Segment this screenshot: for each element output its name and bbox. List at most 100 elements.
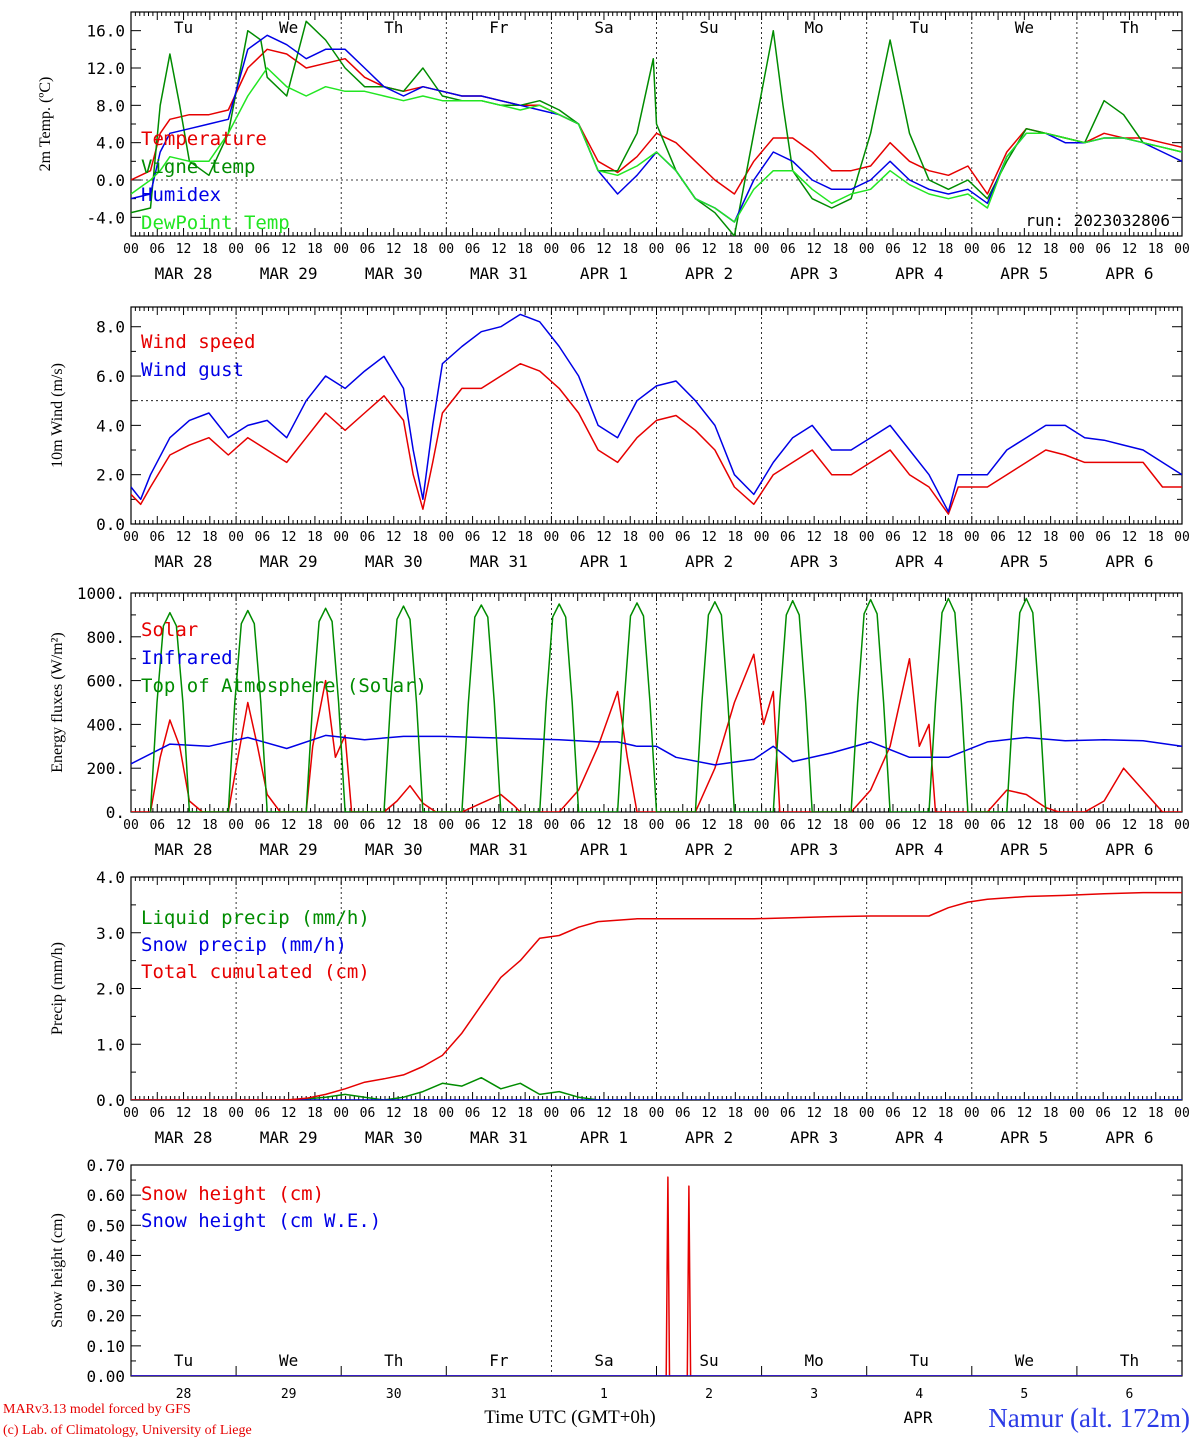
date-label: APR 3 [790, 1128, 838, 1147]
y-tick-label: 4.0 [96, 868, 125, 887]
date-label: MAR 29 [260, 1128, 318, 1147]
hour-label: 06 [885, 1106, 901, 1121]
hour-label: 12 [806, 242, 822, 257]
hour-label: 00 [1174, 818, 1190, 833]
legend-entry: Top of Atmosphere (Solar) [141, 675, 427, 697]
hour-label: 12 [1017, 818, 1033, 833]
hour-label: 12 [1122, 530, 1138, 545]
panel-5: 0.00 0.10 0.20 0.30 0.40 0.50 0.60 0.70 Snow hei… [49, 1156, 1183, 1402]
hour-label: 18 [727, 1106, 743, 1121]
hour-label: 06 [465, 1106, 481, 1121]
hour-label: 06 [885, 242, 901, 257]
y-tick-label: 0.30 [86, 1277, 125, 1296]
y-tick-label: 0.0 [96, 515, 125, 534]
hour-label: 12 [386, 242, 402, 257]
hour-label: 06 [570, 242, 586, 257]
y-tick-label: 0.0 [96, 171, 125, 190]
hour-label: 12 [1122, 1106, 1138, 1121]
hour-label: 18 [622, 818, 638, 833]
hour-label: 18 [202, 242, 218, 257]
date-label: MAR 31 [470, 264, 528, 283]
hour-label: 12 [806, 1106, 822, 1121]
hour-label: 18 [833, 242, 849, 257]
hour-label: 00 [649, 818, 665, 833]
hour-label: 18 [202, 1106, 218, 1121]
run-annotation: run: 2023032806 [1026, 211, 1171, 230]
hour-label: 00 [544, 242, 560, 257]
hour-label: 12 [1122, 242, 1138, 257]
date-label: MAR 31 [470, 1128, 528, 1147]
panel-4: 00 06 12 18 00 06 12 18 00 06 12 18 00 06 12 18 00 06 12 18… [49, 868, 1190, 1147]
legend-entry: Humidex [141, 184, 221, 206]
y-tick-label: 8.0 [96, 318, 125, 337]
figure-footer: MARv3.13 model forced by GFS (c) Lab. of… [3, 1402, 1190, 1438]
y-axis-label: Energy fluxes (W/m²) [49, 632, 66, 772]
day-name-label: Tu [910, 18, 929, 37]
date-label: MAR 30 [365, 264, 423, 283]
date-label: APR 1 [580, 264, 628, 283]
date-label: APR 1 [580, 552, 628, 571]
hour-label: 18 [202, 530, 218, 545]
date-label: MAR 29 [260, 840, 318, 859]
hour-label: 12 [1017, 1106, 1033, 1121]
hour-label: 00 [1174, 242, 1190, 257]
hour-label: 18 [202, 818, 218, 833]
hour-label: 06 [990, 1106, 1006, 1121]
x-axis-title: Time UTC (GMT+0h) [484, 1407, 656, 1428]
day-number-label: 31 [491, 1387, 507, 1402]
hour-label: 18 [1148, 1106, 1164, 1121]
legend-entry: Liquid precip (mm/h) [141, 907, 370, 929]
y-tick-label: 3.0 [96, 924, 125, 943]
hour-label: 12 [281, 1106, 297, 1121]
date-label: MAR 30 [365, 840, 423, 859]
hour-label: 00 [228, 242, 244, 257]
legend-entry: Vigne temp [141, 156, 255, 178]
hour-label: 00 [438, 818, 454, 833]
date-label: APR 1 [580, 840, 628, 859]
hour-label: 12 [701, 1106, 717, 1121]
hour-label: 18 [833, 818, 849, 833]
y-tick-label: 1000. [77, 584, 125, 603]
hour-label: 18 [412, 242, 428, 257]
series-line-total-cumulated-cm- [131, 891, 1182, 1100]
hour-label: 00 [754, 530, 770, 545]
y-axis-label: Precip (mm/h) [49, 942, 66, 1035]
hour-label: 18 [412, 1106, 428, 1121]
hour-label: 00 [754, 818, 770, 833]
hour-label: 06 [465, 242, 481, 257]
y-tick-label: 200. [86, 759, 125, 778]
hour-label: 00 [964, 242, 980, 257]
day-number-label: 1 [600, 1387, 608, 1402]
day-name-label: Mo [805, 1351, 824, 1370]
date-label: MAR 31 [470, 552, 528, 571]
hour-label: 12 [701, 530, 717, 545]
station-label: Namur (alt. 172m) [988, 1403, 1190, 1433]
date-label: APR 5 [1000, 552, 1048, 571]
hour-label: 06 [1095, 818, 1111, 833]
hour-label: 00 [754, 242, 770, 257]
hour-label: 06 [255, 242, 271, 257]
hour-label: 12 [911, 242, 927, 257]
hour-label: 18 [307, 818, 323, 833]
day-name-label: We [279, 18, 298, 37]
hour-label: 12 [491, 242, 507, 257]
hour-label: 12 [491, 530, 507, 545]
hour-label: 00 [1069, 1106, 1085, 1121]
date-label: MAR 28 [155, 552, 213, 571]
y-tick-label: 12.0 [86, 59, 125, 78]
hour-label: 00 [123, 1106, 139, 1121]
hour-label: 00 [438, 1106, 454, 1121]
hour-label: 00 [228, 530, 244, 545]
date-label: APR 5 [1000, 264, 1048, 283]
date-label: MAR 29 [260, 264, 318, 283]
hour-label: 18 [727, 530, 743, 545]
hour-label: 06 [780, 242, 796, 257]
hour-label: 18 [833, 1106, 849, 1121]
hour-label: 12 [1017, 242, 1033, 257]
hour-label: 18 [622, 530, 638, 545]
legend-entry: Temperature [141, 128, 267, 150]
hour-label: 18 [727, 818, 743, 833]
date-label: APR 2 [685, 840, 733, 859]
hour-label: 06 [360, 242, 376, 257]
